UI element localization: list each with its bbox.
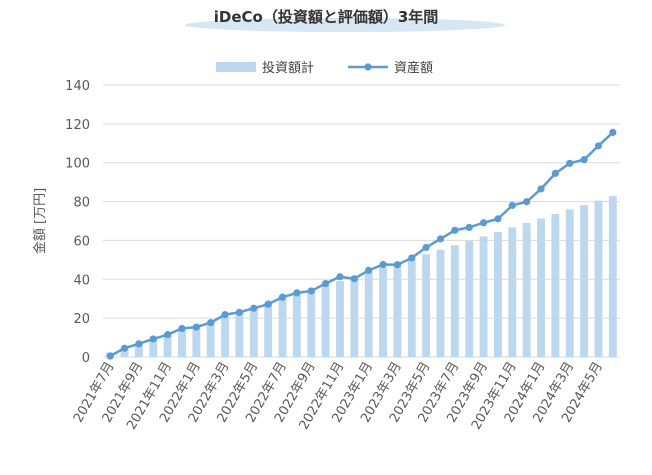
line-point: [379, 260, 387, 269]
legend-bar-swatch: [216, 62, 256, 72]
line-point: [465, 223, 473, 232]
bar: [479, 236, 488, 357]
y-axis-label: 金額 [万円]: [32, 188, 48, 254]
bar: [565, 209, 574, 357]
line-point: [393, 261, 402, 269]
line-point: [278, 293, 287, 301]
y-tick-label: 60: [73, 234, 90, 249]
chart-title: iDeCo（投資額と評価額）3年間: [213, 8, 439, 26]
bar: [336, 281, 344, 357]
bar: [551, 214, 560, 357]
title-highlight: [185, 18, 505, 32]
y-tick-label: 0: [82, 351, 90, 366]
bar: [594, 200, 603, 357]
line-point: [307, 287, 315, 295]
bar: [350, 276, 359, 357]
bar: [508, 227, 517, 357]
bar: [522, 222, 531, 357]
bar: [163, 334, 172, 357]
line-point: [149, 335, 157, 343]
line-point: [235, 308, 244, 316]
y-tick-label: 40: [73, 273, 90, 288]
line-point: [494, 215, 502, 223]
line-point: [451, 226, 459, 234]
y-tick-label: 100: [65, 157, 90, 172]
bar: [120, 348, 129, 357]
y-tick-label: 120: [65, 118, 90, 133]
line-point: [537, 185, 545, 193]
bar: [292, 294, 301, 357]
line-point: [106, 352, 114, 360]
legend: 投資額計 資産額: [216, 60, 433, 76]
bar: [608, 196, 617, 357]
line-point: [221, 311, 229, 319]
bar: [393, 263, 402, 357]
bar: [450, 245, 459, 357]
line-point: [436, 235, 445, 243]
bar: [221, 316, 230, 357]
bar: [192, 325, 201, 357]
line-point: [336, 273, 344, 281]
bar: [379, 267, 387, 357]
line-point: [207, 319, 215, 327]
y-tick-label: 80: [73, 196, 90, 211]
bar: [422, 254, 431, 357]
bars: [106, 196, 617, 357]
line-point: [135, 340, 143, 348]
bar: [307, 289, 316, 357]
line-point: [580, 156, 588, 164]
bar: [493, 231, 502, 357]
y-tick-label: 140: [65, 79, 90, 94]
line-point: [594, 142, 603, 150]
bar: [149, 339, 158, 357]
bar: [321, 285, 330, 357]
bar: [206, 321, 215, 357]
bar: [178, 330, 186, 357]
line-point: [293, 289, 301, 297]
line-point: [250, 304, 258, 312]
bar: [580, 205, 589, 357]
line-point: [551, 169, 559, 177]
bar: [465, 240, 474, 357]
bar: [364, 272, 373, 357]
bar: [436, 249, 445, 357]
line-point: [408, 254, 416, 262]
line-point: [264, 300, 272, 308]
line-point: [479, 219, 488, 227]
legend-bar-label: 投資額計: [262, 60, 314, 76]
bar: [249, 307, 258, 357]
line-point: [192, 323, 200, 331]
line-point: [321, 279, 330, 288]
bar: [278, 298, 287, 357]
x-tick-labels: 2021年7月2021年9月2021年11月2022年1月2022年3月2022…: [71, 360, 606, 433]
line-point: [566, 159, 574, 167]
bar: [235, 312, 244, 357]
line-point: [120, 344, 129, 352]
line-point: [350, 275, 358, 283]
legend-line-marker: [364, 63, 372, 71]
gridlines: [103, 84, 620, 358]
line-point: [609, 128, 617, 137]
line-point: [508, 201, 516, 210]
y-tick-labels: 0 20 40 60 80 100 120 140: [65, 79, 90, 366]
line-point: [178, 324, 186, 333]
bar: [407, 258, 416, 357]
line-point: [422, 243, 430, 252]
bar: [134, 343, 143, 357]
y-tick-label: 20: [73, 312, 90, 327]
line-point: [523, 198, 531, 206]
bar: [264, 303, 273, 357]
line-point: [164, 331, 172, 339]
legend-line-label: 資産額: [394, 60, 433, 76]
bar: [537, 218, 545, 357]
line-point: [365, 266, 373, 274]
asset-line: [106, 128, 617, 360]
